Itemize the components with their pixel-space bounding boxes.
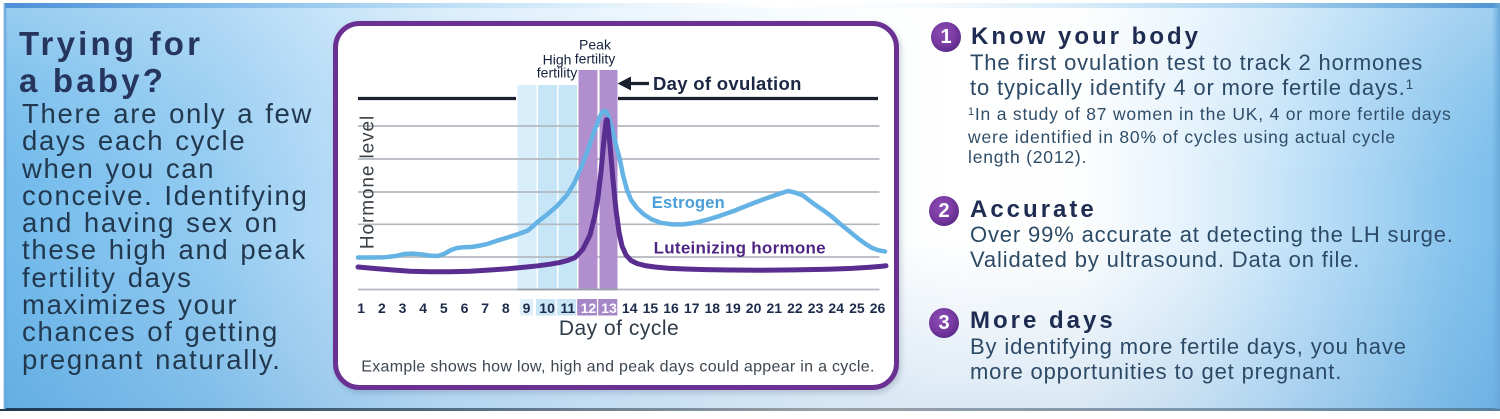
svg-text:11: 11	[560, 300, 575, 316]
svg-text:Luteinizing hormone: Luteinizing hormone	[654, 238, 826, 257]
svg-text:9: 9	[523, 300, 531, 316]
svg-text:High: High	[543, 52, 572, 68]
svg-text:3: 3	[399, 300, 407, 316]
svg-text:26: 26	[870, 300, 886, 316]
svg-text:Day of ovulation: Day of ovulation	[653, 73, 802, 94]
svg-text:5: 5	[440, 300, 448, 316]
svg-text:19: 19	[725, 300, 741, 316]
svg-text:4: 4	[419, 300, 427, 316]
svg-text:24: 24	[828, 300, 844, 316]
svg-text:Day of cycle: Day of cycle	[559, 317, 679, 340]
svg-text:7: 7	[481, 300, 489, 316]
svg-text:23: 23	[808, 300, 824, 316]
svg-text:16: 16	[663, 300, 679, 316]
svg-text:17: 17	[684, 300, 700, 316]
svg-text:Hormone level: Hormone level	[358, 115, 379, 249]
svg-text:13: 13	[601, 300, 617, 316]
svg-text:21: 21	[767, 300, 783, 316]
svg-text:15: 15	[643, 300, 659, 316]
svg-text:8: 8	[502, 300, 510, 316]
svg-text:2: 2	[378, 300, 386, 316]
svg-text:12: 12	[581, 300, 597, 316]
svg-text:6: 6	[461, 300, 469, 316]
svg-text:18: 18	[705, 300, 721, 316]
svg-text:Peak: Peak	[579, 36, 612, 52]
svg-text:fertility: fertility	[575, 50, 615, 66]
svg-text:fertility: fertility	[537, 65, 577, 81]
svg-text:14: 14	[622, 300, 638, 316]
svg-text:25: 25	[849, 300, 865, 316]
svg-text:1: 1	[357, 300, 365, 316]
svg-text:20: 20	[746, 300, 762, 316]
svg-text:22: 22	[787, 300, 803, 316]
svg-text:Example shows how low, high an: Example shows how low, high and peak day…	[361, 359, 874, 376]
svg-text:10: 10	[539, 300, 555, 316]
svg-text:Estrogen: Estrogen	[652, 194, 725, 212]
